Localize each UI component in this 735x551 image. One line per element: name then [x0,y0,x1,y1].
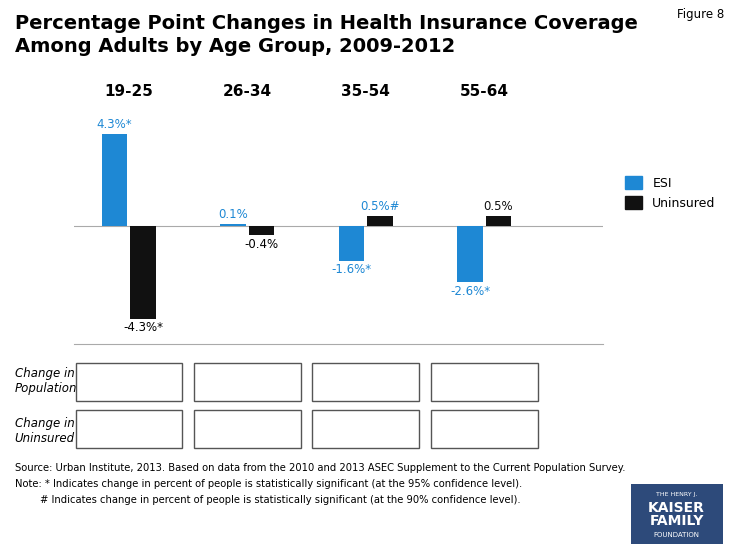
Text: -1.6%*: -1.6%* [331,263,372,277]
Text: 4.3%*: 4.3%* [97,118,132,131]
Text: Note: * Indicates change in percent of people is statistically significant (at t: Note: * Indicates change in percent of p… [15,479,522,489]
Text: THE HENRY J.: THE HENRY J. [656,492,698,497]
Text: 26-34: 26-34 [223,84,272,99]
Text: 0.1%: 0.1% [218,208,248,222]
Text: 3.1 Million: 3.1 Million [450,375,519,388]
Bar [457,226,483,282]
Bar [220,224,245,226]
Bar [486,215,511,226]
Bar [368,215,392,226]
Text: FOUNDATION: FOUNDATION [653,532,700,538]
Text: Change in
Population: Change in Population [15,368,77,395]
Text: # Indicates change in percent of people is statistically significant (at the 90%: # Indicates change in percent of people … [15,495,520,505]
Text: -0.4%: -0.4% [245,237,279,251]
Bar [130,226,156,318]
Text: 0.2 Million: 0.2 Million [331,423,401,436]
Text: -1.5 Million: -1.5 Million [329,375,403,388]
Text: Percentage Point Changes in Health Insurance Coverage
Among Adults by Age Group,: Percentage Point Changes in Health Insur… [15,14,637,56]
Text: 0.5%: 0.5% [484,200,513,213]
Text: KAISER: KAISER [648,501,705,515]
Text: FAMILY: FAMILY [650,514,703,528]
Text: 19-25: 19-25 [104,84,153,99]
Text: -1.0 Million: -1.0 Million [92,423,166,436]
Text: 0.6 Million: 0.6 Million [450,423,519,436]
Bar [249,226,274,235]
Text: Source: Urban Institute, 2013. Based on data from the 2010 and 2013 ASEC Supplem: Source: Urban Institute, 2013. Based on … [15,463,625,473]
Text: 0.9 Million: 0.9 Million [212,375,282,388]
Text: 55-64: 55-64 [459,84,509,99]
Legend: ESI, Uninsured: ESI, Uninsured [625,176,716,209]
Text: -2.6%*: -2.6%* [450,285,490,298]
Text: Change in
Uninsured: Change in Uninsured [15,417,75,445]
Text: -4.3%*: -4.3%* [123,321,163,334]
Text: Figure 8: Figure 8 [677,8,724,21]
Text: 0.1 Million: 0.1 Million [212,423,282,436]
Text: 35-54: 35-54 [341,84,390,99]
Bar [339,226,364,261]
Bar [102,134,127,226]
Text: 0.5%#: 0.5%# [360,200,400,213]
Text: 0.9 Million: 0.9 Million [94,375,163,388]
